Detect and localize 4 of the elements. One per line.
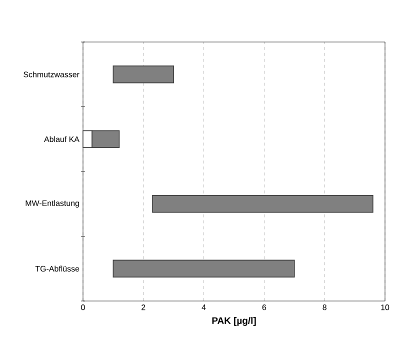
x-axis-title: PAK [µg/l] — [212, 317, 256, 326]
bar — [152, 195, 374, 213]
bar — [112, 260, 295, 278]
bar — [112, 66, 174, 84]
